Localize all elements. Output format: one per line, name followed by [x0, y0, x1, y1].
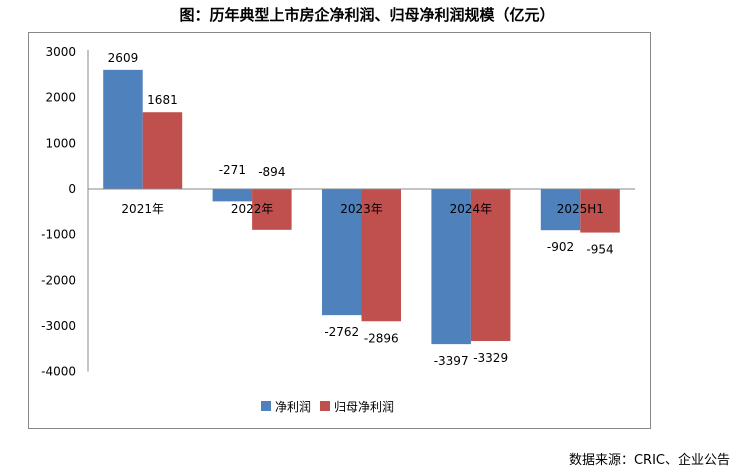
y-tick-label: 1000 — [45, 136, 76, 150]
y-tick-label: 3000 — [45, 45, 76, 59]
data-label: -3329 — [473, 351, 508, 365]
bar-parent-net-profit — [470, 189, 511, 342]
bar-parent-net-profit — [142, 112, 183, 189]
bar-net-profit — [103, 69, 143, 189]
y-tick-label: -1000 — [41, 228, 76, 242]
legend-label: 净利润 — [275, 400, 311, 414]
data-label: -894 — [258, 165, 285, 179]
y-tick-label: -4000 — [41, 365, 76, 379]
y-tick-label: -3000 — [41, 319, 76, 333]
bar-net-profit — [431, 189, 471, 345]
x-tick-label: 2023年 — [340, 202, 383, 216]
data-label: -2762 — [324, 325, 359, 339]
x-tick-label: 2022年 — [231, 202, 274, 216]
chart-frame — [28, 32, 651, 429]
x-tick-label: 2024年 — [450, 202, 493, 216]
data-label: 1681 — [147, 93, 178, 107]
bar-parent-net-profit — [361, 189, 401, 322]
bar-net-profit — [540, 189, 581, 231]
data-label: -271 — [219, 163, 246, 177]
bar-net-profit — [212, 189, 253, 202]
y-tick-label: -2000 — [41, 273, 76, 287]
bar-parent-net-profit — [580, 189, 620, 233]
legend-swatch — [261, 401, 271, 411]
legend-swatch — [320, 401, 330, 411]
bar-parent-net-profit — [252, 189, 292, 230]
x-tick-label: 2021年 — [121, 202, 164, 216]
bar-net-profit — [322, 189, 362, 316]
x-tick-label: 2025H1 — [557, 202, 604, 216]
data-label: 2609 — [108, 51, 139, 65]
data-label: -902 — [547, 240, 574, 254]
data-label: -3397 — [434, 354, 469, 368]
data-label: -954 — [586, 243, 613, 257]
y-tick-label: 0 — [68, 182, 76, 196]
y-tick-label: 2000 — [45, 91, 76, 105]
data-label: -2896 — [364, 331, 399, 345]
source-note: 数据来源：CRIC、企业公告 — [568, 453, 730, 468]
legend-label: 归母净利润 — [334, 400, 394, 414]
chart-title: 图：历年典型上市房企净利润、归母净利润规模（亿元） — [179, 6, 555, 24]
